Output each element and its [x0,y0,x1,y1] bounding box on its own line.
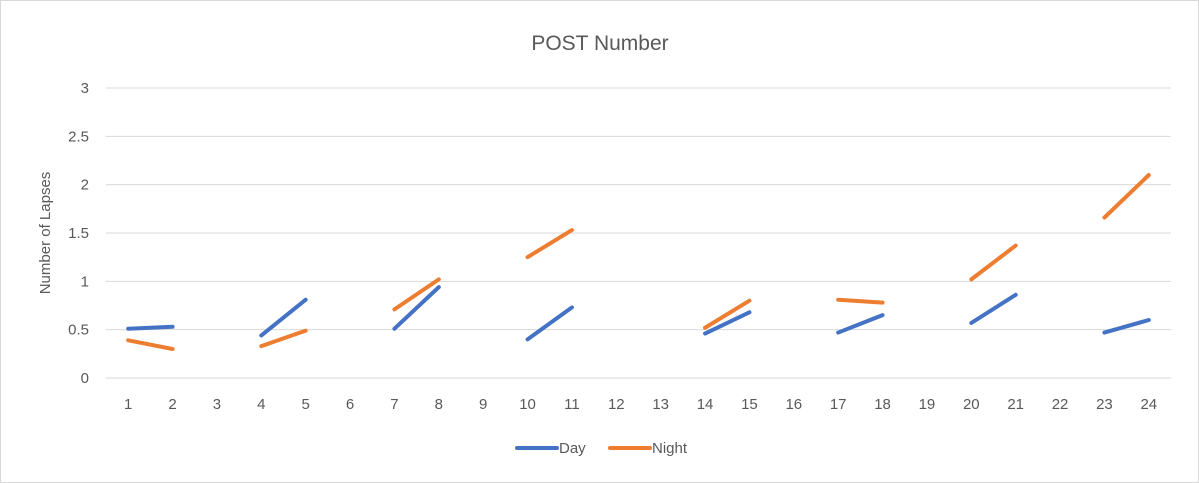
y-axis-ticks: 0 0.5 1 1.5 2 2.5 3 [68,80,89,387]
x-tick-label: 16 [785,396,802,413]
series-segment [392,285,441,331]
series-segment [703,310,752,336]
y-tick-label: 0.5 [68,322,89,339]
series-segment [259,297,308,338]
x-tick-label: 21 [1007,396,1024,413]
series-segment [836,297,885,305]
legend-label: Night [652,440,688,457]
series-day [126,285,1151,342]
series-segment [969,292,1018,325]
series-segment [836,313,885,335]
x-tick-label: 1 [124,396,132,413]
y-axis-title: Number of Lapses [37,172,54,295]
series-segment [259,328,308,349]
x-tick-label: 4 [257,396,265,413]
x-tick-label: 3 [213,396,221,413]
series-segment [703,298,752,330]
series-segment [126,324,175,331]
y-tick-label: 0 [81,370,89,387]
series-segment [969,243,1018,282]
chart-title: POST Number [531,32,668,55]
x-axis-ticks: 1 2 3 4 5 6 7 8 9 10 11 12 13 14 15 16 17 18 19 20 21 22 23 24 [124,396,1157,413]
x-tick-label: 20 [963,396,980,413]
x-tick-label: 19 [919,396,936,413]
legend-label: Day [559,440,586,457]
x-tick-label: 5 [302,396,310,413]
series-segment [525,228,574,260]
series-segment [392,277,441,312]
x-tick-label: 22 [1052,396,1069,413]
series-segment [126,338,175,351]
x-tick-label: 10 [519,396,536,413]
x-tick-label: 2 [168,396,176,413]
x-tick-label: 17 [830,396,847,413]
y-tick-label: 2 [81,177,89,194]
x-tick-label: 14 [697,396,714,413]
y-tick-label: 1.5 [68,225,89,242]
x-tick-label: 6 [346,396,354,413]
x-tick-label: 9 [479,396,487,413]
x-tick-label: 23 [1096,396,1113,413]
x-tick-label: 15 [741,396,758,413]
x-tick-label: 8 [435,396,443,413]
x-tick-label: 18 [874,396,891,413]
x-tick-label: 12 [608,396,625,413]
x-tick-label: 11 [564,396,580,413]
x-tick-label: 7 [390,396,398,413]
y-tick-label: 2.5 [68,128,89,145]
series-night [126,173,1151,351]
legend: Day Night [515,440,688,457]
series-segment [525,305,574,342]
series-segment [1102,318,1151,335]
y-tick-label: 3 [81,80,89,97]
x-tick-label: 13 [652,396,669,413]
series-lines [126,173,1151,351]
x-tick-label: 24 [1140,396,1157,413]
y-tick-label: 1 [81,273,89,290]
gridlines [106,87,1171,379]
series-segment [1102,173,1151,220]
